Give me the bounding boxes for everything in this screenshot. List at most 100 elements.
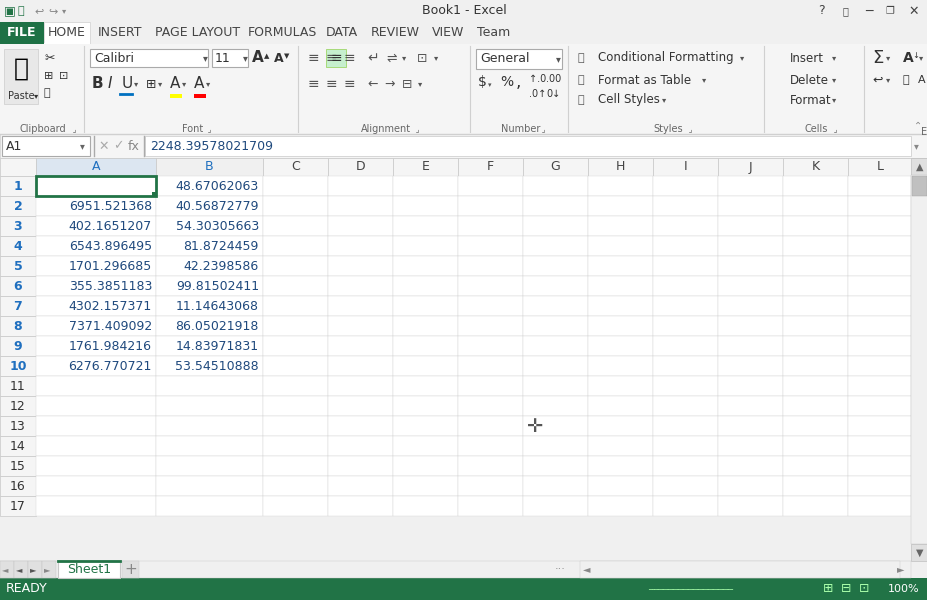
Bar [523, 296, 588, 316]
Bar [523, 376, 588, 396]
Bar [0, 256, 36, 276]
Bar [653, 316, 717, 336]
Bar [0, 578, 927, 600]
Bar [36, 296, 156, 316]
Text: ▾: ▾ [913, 141, 918, 151]
Bar [327, 436, 392, 456]
Bar [523, 196, 588, 216]
Text: 🖼: 🖼 [578, 95, 584, 105]
Bar [327, 236, 392, 256]
Text: 6951.521368: 6951.521368 [69, 199, 152, 212]
Bar [152, 192, 157, 197]
Text: 14: 14 [10, 439, 26, 452]
Bar [717, 316, 782, 336]
Bar [36, 276, 156, 296]
Bar [910, 236, 912, 256]
Text: PAGE LAYOUT: PAGE LAYOUT [155, 26, 240, 40]
Text: Format: Format [789, 94, 831, 107]
Bar [0, 296, 36, 316]
Text: ▾: ▾ [918, 53, 922, 62]
Bar [0, 22, 927, 44]
Text: ▾: ▾ [203, 53, 208, 63]
Bar [458, 476, 523, 496]
Text: 0↓: 0↓ [545, 89, 560, 99]
Bar [0, 336, 36, 356]
Bar [262, 158, 327, 176]
Text: ▾: ▾ [885, 53, 889, 62]
Bar [36, 496, 156, 516]
Text: 8: 8 [14, 319, 22, 332]
Text: ⊞: ⊞ [822, 583, 832, 595]
Text: General: General [479, 52, 529, 65]
Text: ≡: ≡ [325, 77, 337, 91]
Text: ▾: ▾ [739, 53, 743, 62]
Text: ?: ? [817, 4, 824, 17]
Bar [156, 376, 262, 396]
Bar [145, 136, 910, 156]
Bar [327, 276, 392, 296]
Text: ⌟: ⌟ [685, 124, 692, 133]
Text: A: A [194, 76, 204, 91]
Text: ▾: ▾ [832, 53, 835, 62]
Bar [588, 176, 653, 196]
Text: ◄: ◄ [582, 565, 590, 575]
Bar [523, 276, 588, 296]
Bar [28, 561, 42, 578]
Text: INSERT: INSERT [97, 26, 142, 40]
Bar [458, 196, 523, 216]
Text: ►: ► [30, 565, 36, 574]
Bar [262, 496, 327, 516]
Bar [588, 276, 653, 296]
Bar [782, 196, 847, 216]
Bar [588, 158, 653, 176]
Text: .0↑: .0↑ [528, 89, 546, 99]
Text: K: K [810, 160, 819, 173]
Bar [392, 356, 458, 376]
Bar [458, 356, 523, 376]
Bar [392, 316, 458, 336]
Bar [458, 316, 523, 336]
Bar [458, 416, 523, 436]
Bar [156, 236, 262, 256]
Bar [653, 456, 717, 476]
Text: ✕: ✕ [907, 4, 918, 17]
Text: Clipboard: Clipboard [19, 124, 66, 134]
Bar [36, 416, 156, 436]
Bar [653, 416, 717, 436]
Bar [327, 336, 392, 356]
Text: 4302.157371: 4302.157371 [69, 299, 152, 313]
Text: ≡: ≡ [325, 51, 337, 65]
Bar [156, 356, 262, 376]
Text: ≡: ≡ [308, 51, 319, 65]
Bar [653, 396, 717, 416]
Text: 17: 17 [10, 499, 26, 512]
Bar [910, 216, 912, 236]
Text: E: E [421, 160, 429, 173]
Bar [36, 256, 156, 276]
Bar [653, 336, 717, 356]
Text: %: % [500, 75, 513, 89]
Bar [325, 49, 346, 67]
Bar [262, 356, 327, 376]
Text: ▾: ▾ [158, 79, 162, 88]
Bar [653, 356, 717, 376]
Text: VIEW: VIEW [431, 26, 464, 40]
Text: 16: 16 [10, 479, 26, 493]
Bar [0, 236, 36, 256]
Text: 💾: 💾 [18, 6, 25, 16]
Bar [327, 256, 392, 276]
Text: ▾: ▾ [243, 53, 248, 63]
Bar [847, 456, 912, 476]
Bar [36, 216, 156, 236]
Text: 7371.409092: 7371.409092 [69, 319, 152, 332]
Text: 6276.770721: 6276.770721 [69, 359, 152, 373]
Text: 355.3851183: 355.3851183 [69, 280, 152, 292]
Text: D: D [355, 160, 365, 173]
Bar [847, 158, 912, 176]
Bar [156, 396, 262, 416]
Text: ▾: ▾ [701, 76, 705, 85]
Text: +: + [124, 562, 136, 577]
Bar [156, 216, 262, 236]
Text: 🔍: 🔍 [902, 75, 908, 85]
Text: 2248.39578: 2248.39578 [77, 179, 152, 193]
